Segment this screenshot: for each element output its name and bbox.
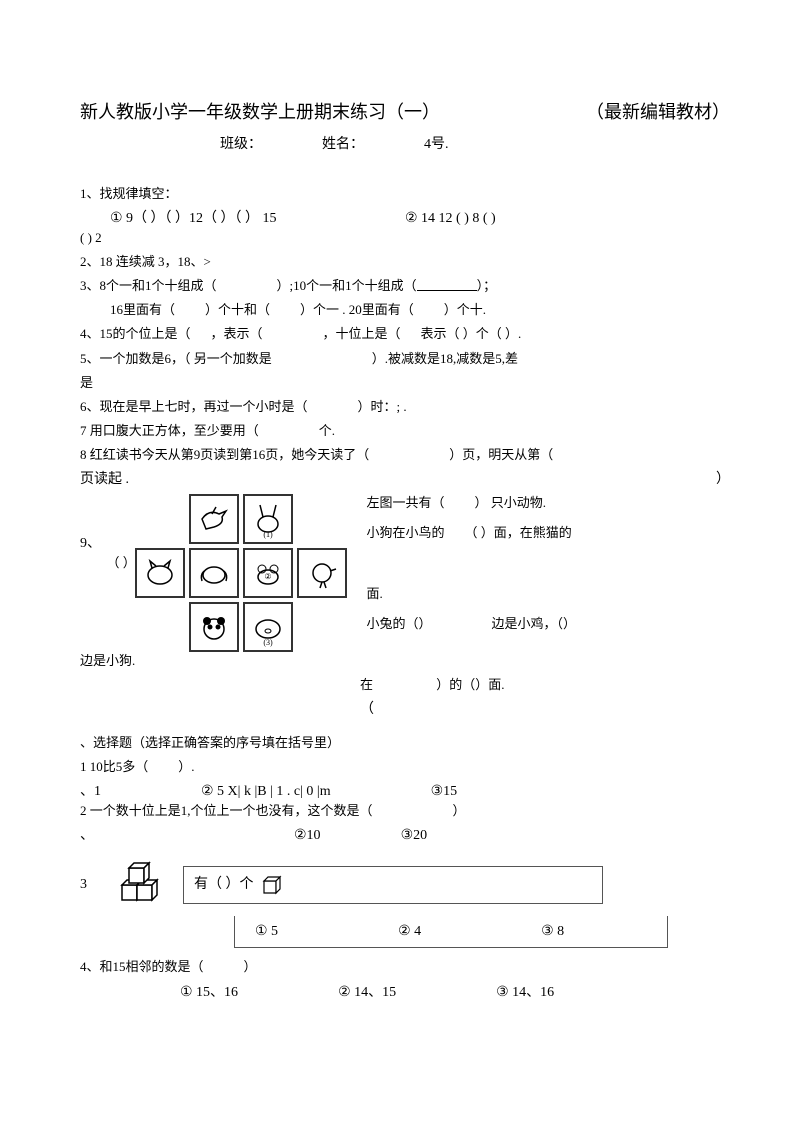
q3-box: 有（ ）个 xyxy=(183,866,603,904)
q9-r6a: 在 xyxy=(360,677,373,692)
q6a: 6、现在是早上七时，再过一个小时是（ xyxy=(80,398,308,416)
q9-r5: 边是小狗. xyxy=(80,652,730,670)
q3c: ）； xyxy=(477,277,497,295)
q3e: ）个十和（ xyxy=(205,301,270,319)
q8c: 页读起 . xyxy=(80,470,129,490)
s2q4b: ） xyxy=(244,959,257,974)
svg-text:(3): (3) xyxy=(263,638,273,647)
s2q4opt2: ② 14、15 xyxy=(338,983,396,1003)
q5b: ）.被减数是18,减数是5,差 xyxy=(372,350,518,368)
s2q3opt1: ① 5 xyxy=(255,922,278,942)
s2q3opt2: ② 4 xyxy=(398,922,421,942)
s2q1b: ）. xyxy=(178,759,194,774)
q9-r2a: 小狗在小鸟的 xyxy=(367,525,445,540)
q9-r4b: 边是小鸡，（） xyxy=(492,616,577,631)
q7a: 7 用口腹大正方体，至少要用（ xyxy=(80,422,259,440)
svg-text:(1): (1) xyxy=(263,530,273,539)
s2q2a: 2 一个数十位上是1,个位上一个也没有，这个数是（ xyxy=(80,802,373,820)
s2q4opt1: ① 15、16 xyxy=(180,983,238,1003)
s2q3: 3 xyxy=(80,875,87,895)
svg-text:②: ② xyxy=(264,572,271,581)
q1-title: 1、找规律填空： xyxy=(80,185,730,203)
q9-r6c: （ xyxy=(360,700,730,720)
q1-part1: ① 9（ ）（ ）12（ ）（ ） 15 xyxy=(110,211,277,226)
q4a: 4、15的个位上是（ xyxy=(80,325,191,343)
q3-blank xyxy=(417,277,477,291)
s2q4a: 4、和15相邻的数是（ xyxy=(80,959,204,974)
sec2-title: 、选择题（选择正确答案的序号填在括号里） xyxy=(80,734,730,752)
bird-icon xyxy=(189,494,239,544)
s2q2opt2: ②10 xyxy=(294,826,321,846)
q1-part2: ② 14 12 ( ) 8 ( ) xyxy=(405,211,496,226)
q9-r6b: ）的（）面. xyxy=(436,677,504,692)
q9-r4a: 小兔的（） xyxy=(367,616,432,631)
animal-grid: (1) ② (3) xyxy=(135,494,347,652)
q3g: ）个十. xyxy=(444,301,486,319)
s2q1a: 1 10比5多（ xyxy=(80,759,148,774)
s2q4opt3: ③ 14、16 xyxy=(496,983,554,1003)
panda-icon xyxy=(189,602,239,652)
q8a: 8 红红读书今天从第9页读到第16页，她今天读了（ xyxy=(80,446,369,464)
s2q3opt3: ③ 8 xyxy=(541,922,564,942)
q4c: ，十位上是（ xyxy=(323,325,401,343)
q4b: ，表示（ xyxy=(211,325,263,343)
q9-r2b: （ ）面，在熊猫的 xyxy=(465,525,572,540)
q9-r1b: ） 只小动物. xyxy=(475,495,547,510)
s2q1c: 、1 xyxy=(80,782,101,802)
q7b: 个. xyxy=(319,422,335,440)
number-label: 4号. xyxy=(424,135,449,155)
title-left: 新人教版小学一年级数学上册期末练习（一） xyxy=(80,100,440,125)
s2q1opt2: ② 5 X| k |B | 1 . c| 0 |m xyxy=(201,782,331,802)
q9-label: 9、 xyxy=(80,534,101,554)
q9-r3: 面. xyxy=(367,585,731,603)
pig-icon: (3) xyxy=(243,602,293,652)
q5c: 是 xyxy=(80,374,730,392)
class-label: 班级： xyxy=(220,135,262,155)
q4d: 表示（ ）个（ ）. xyxy=(421,325,522,343)
s2q1opt3: ③15 xyxy=(431,782,458,802)
q3d: 16里面有（ xyxy=(110,301,175,319)
q8b: ）页，明天从第（ xyxy=(449,446,553,464)
s2q2b: ） xyxy=(453,802,466,820)
q1-part3: ( ) 2 xyxy=(80,229,730,247)
s2q2c: 、 xyxy=(80,826,94,846)
s2q3text: 有（ ）个 xyxy=(194,875,254,895)
q3a: 3、8个一和1个十组成（ xyxy=(80,277,217,295)
q3f: ）个一 . 20里面有（ xyxy=(300,301,414,319)
name-label: 姓名： xyxy=(322,135,364,155)
cube-icon xyxy=(260,873,284,897)
q9-r1a: 左图一共有（ xyxy=(367,495,445,510)
q3b: ）;10个一和1个十组成（ xyxy=(277,277,417,295)
title-right: （最新编辑教材） xyxy=(586,100,730,125)
q5a: 5、一个加数是6，（ 另一个加数是 xyxy=(80,350,272,368)
q9-r2c: （ ） xyxy=(107,555,136,570)
cubes-icon xyxy=(117,860,177,910)
s2q2opt3: ③20 xyxy=(401,826,428,846)
q6b: ）时：; . xyxy=(358,398,407,416)
q2: 2、18 连续减 3，18、> xyxy=(80,253,730,271)
rabbit-icon: (1) xyxy=(243,494,293,544)
q8d: ） xyxy=(716,470,730,490)
